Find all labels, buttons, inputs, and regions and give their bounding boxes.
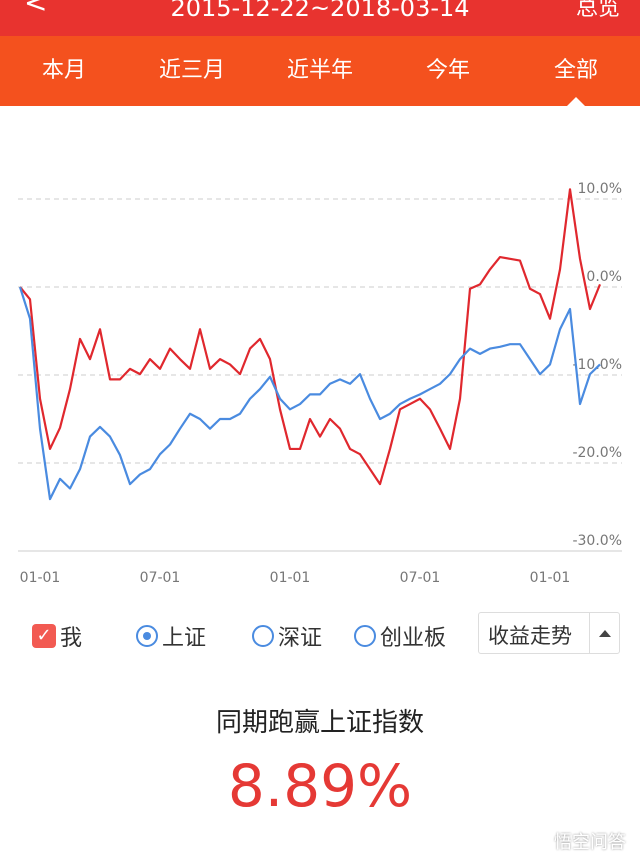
chart: 10.0% 0.0% -10.0% -20.0% -30.0% 01-01 07-01 01-… [18, 181, 622, 586]
x-tick-label: 01-01 [530, 570, 571, 586]
y-tick-label: -10.0% [572, 357, 622, 373]
legend-item[interactable]: ✓ 我 [32, 620, 82, 652]
legend-label: 上证 [162, 626, 207, 651]
dropdown-label: 收益走势 [488, 624, 572, 648]
legend-item[interactable]: 上证 [136, 620, 206, 652]
watermark: 悟空问答 [554, 832, 626, 853]
line-series [18, 286, 601, 501]
y-tick-label: 0.0% [586, 269, 622, 285]
legend-label: 我 [60, 626, 83, 651]
tab-bar: 本月 近三月 近半年 今年 全部 [0, 36, 640, 106]
summary-value: 8.89% [227, 752, 413, 820]
dropdown-arrow [599, 630, 611, 637]
tab[interactable]: 近三月 [158, 58, 225, 83]
top-bar: < 2015-12-22~2018-03-14 总览 [0, 0, 640, 36]
y-tick-label: 10.0% [578, 181, 622, 197]
radio[interactable] [354, 625, 376, 647]
tab[interactable]: 全部 [512, 36, 640, 106]
tab[interactable]: 近半年 [286, 58, 353, 83]
legend: ✓ 我 上证 深证 创业板 [0, 612, 640, 658]
option-label: 创业板 [380, 626, 447, 651]
y-tick-label: -30.0% [572, 533, 622, 549]
option[interactable]: 深证 [252, 620, 322, 652]
option-label: 深证 [278, 626, 323, 651]
x-tick-label: 01-01 [270, 570, 311, 586]
dropdown[interactable]: 收益走势 [478, 612, 620, 654]
back-button[interactable]: < [24, 0, 48, 19]
tab[interactable]: 本月 [41, 58, 86, 83]
tab[interactable]: 今年 [425, 58, 470, 83]
x-tick-label: 07-01 [400, 570, 441, 586]
radio[interactable] [136, 625, 158, 647]
checkbox[interactable]: ✓ [32, 624, 56, 648]
y-tick-label: -20.0% [572, 445, 622, 461]
option[interactable]: 创业板 [354, 620, 446, 652]
date-range: 2015-12-22~2018-03-14 [170, 0, 470, 22]
overview-link[interactable]: 总览 [575, 0, 620, 21]
summary-headline: 同期跑赢上证指数 [215, 708, 424, 738]
separator [589, 613, 590, 653]
x-tick-label: 07-01 [140, 570, 181, 586]
radio[interactable] [252, 625, 274, 647]
x-tick-label: 01-01 [20, 570, 61, 586]
line-series [19, 188, 602, 486]
